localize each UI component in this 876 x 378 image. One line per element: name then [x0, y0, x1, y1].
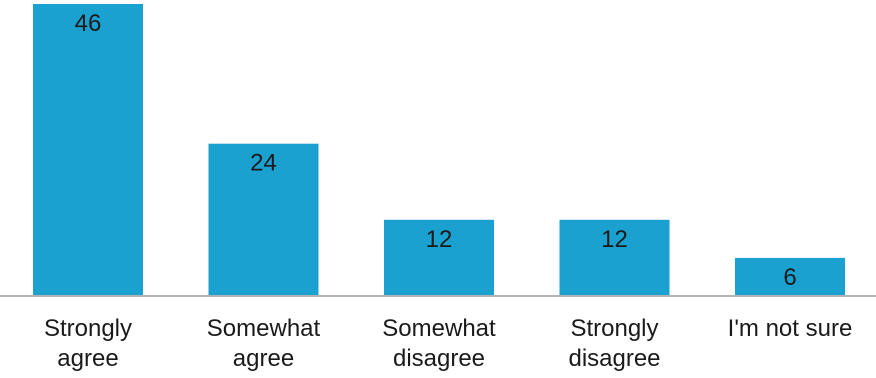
- bar-value-label: 12: [426, 226, 453, 253]
- x-tick-label-line: I'm not sure: [728, 315, 853, 342]
- x-tick-labels: Strongly agree Somewhat agree Somewhat disagr…: [44, 315, 852, 372]
- x-tick-label-line: Strongly: [44, 315, 132, 342]
- x-tick-label: Strongly disagree: [568, 315, 660, 372]
- bar-value-label: 6: [783, 264, 796, 291]
- bar: [33, 4, 143, 296]
- bar-value-label: 24: [250, 150, 277, 177]
- bar: [384, 219, 494, 296]
- x-tick-label-line: disagree: [568, 345, 660, 372]
- x-tick-label-line: disagree: [393, 345, 485, 372]
- x-tick-label-line: Somewhat: [207, 315, 321, 342]
- x-tick-label: Somewhat agree: [207, 315, 321, 372]
- x-tick-label-line: agree: [233, 345, 294, 372]
- bar: [735, 257, 845, 296]
- x-tick-label: Strongly agree: [44, 315, 132, 372]
- bars-group: 46 24 12 12 6: [33, 4, 845, 296]
- bar-value-label: 12: [601, 226, 628, 253]
- x-tick-label: I'm not sure: [728, 315, 853, 342]
- x-tick-label: Somewhat disagree: [382, 315, 496, 372]
- x-tick-label-line: agree: [57, 345, 118, 372]
- x-tick-label-line: Strongly: [570, 315, 658, 342]
- x-tick-label-line: Somewhat: [382, 315, 496, 342]
- bar: [208, 143, 319, 296]
- bar: [559, 219, 670, 296]
- bar-value-label: 46: [75, 10, 102, 37]
